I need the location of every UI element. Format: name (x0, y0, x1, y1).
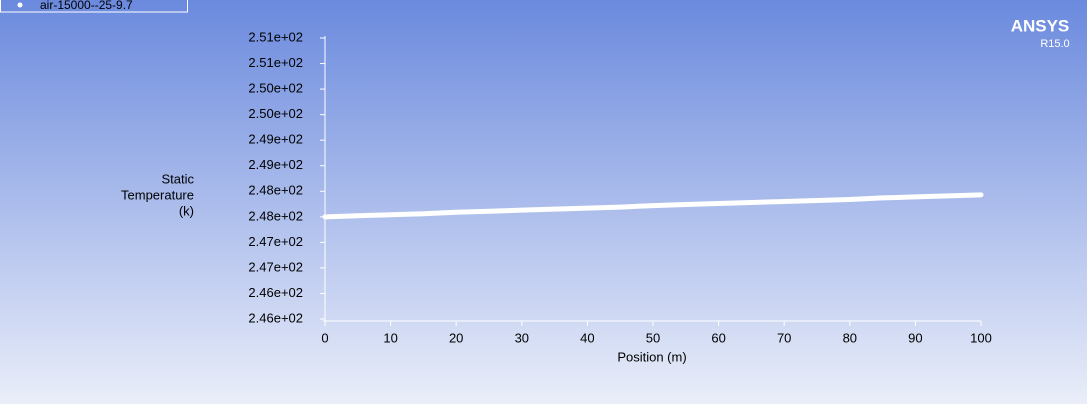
y-tick-label: 2.49e+02 (248, 157, 303, 172)
x-tick-label: 20 (449, 330, 463, 345)
y-tick-label: 2.47e+02 (248, 234, 303, 249)
x-tick-label: 60 (711, 330, 725, 345)
x-tick-label: 10 (383, 330, 397, 345)
x-tick-label: 50 (646, 330, 660, 345)
x-tick-label: 40 (580, 330, 594, 345)
x-tick-label: 70 (777, 330, 791, 345)
y-tick-label: 2.51e+02 (248, 29, 303, 44)
legend-label: air-15000--25-9.7 (40, 0, 133, 12)
x-tick-label: 90 (908, 330, 922, 345)
brand: ANSYS (1011, 16, 1070, 35)
y-tick-label: 2.50e+02 (248, 106, 303, 121)
y-tick-label: 2.46e+02 (248, 310, 303, 325)
data-line (322, 192, 984, 220)
y-tick-label: 2.51e+02 (248, 55, 303, 70)
x-tick-label: 80 (843, 330, 857, 345)
x-tick-label: 0 (321, 330, 328, 345)
y-tick-label: 2.48e+02 (248, 183, 303, 198)
y-tick-label: 2.49e+02 (248, 132, 303, 147)
x-tick-label: 30 (515, 330, 529, 345)
legend-marker (17, 2, 23, 8)
version: R15.0 (1040, 38, 1069, 50)
y-tick-label: 2.50e+02 (248, 81, 303, 96)
y-axis-label: (k) (179, 203, 194, 218)
y-tick-label: 2.48e+02 (248, 208, 303, 223)
y-tick-label: 2.47e+02 (248, 259, 303, 274)
y-tick-label: 2.46e+02 (248, 285, 303, 300)
legend-box (0, 0, 188, 13)
x-axis-label: Position (m) (617, 349, 686, 364)
x-tick-label: 100 (970, 330, 992, 345)
y-axis-label: Temperature (121, 187, 194, 202)
y-axis-label: Static (161, 171, 194, 186)
